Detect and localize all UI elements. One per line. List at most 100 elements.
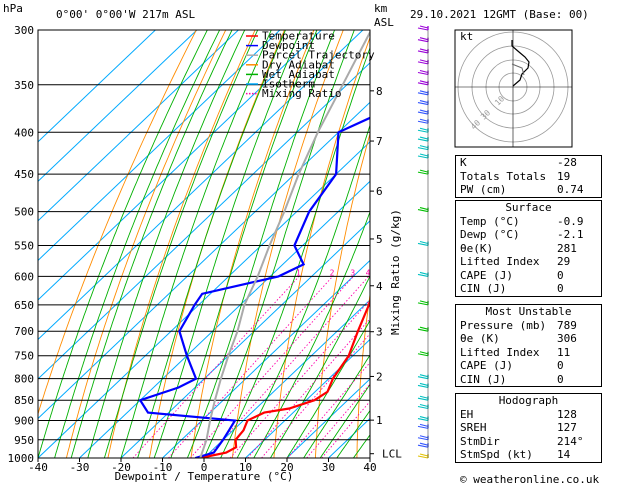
row-value: 0: [557, 268, 564, 282]
pressure-tick-label: 300: [14, 24, 34, 37]
table-row: CIN (J) 0: [456, 373, 601, 387]
table-row: EH 128: [456, 408, 601, 422]
legend-label: Dewpoint: [262, 39, 315, 52]
table-row: K -28: [456, 156, 601, 170]
wind-barb-flag: [419, 300, 429, 304]
legend-label: Temperature: [262, 30, 335, 43]
wind-barb-flag: [419, 145, 429, 149]
pressure-tick-label: 450: [14, 168, 34, 181]
dewpoint-line: [138, 116, 370, 458]
row-value: 789: [557, 318, 577, 332]
km-tick-label: 6: [376, 185, 383, 198]
row-label: θe (K): [460, 332, 500, 345]
pressure-tick-label: 900: [14, 415, 34, 428]
mixing-ratio-label: 15: [442, 268, 452, 277]
wind-barb-flag: [419, 395, 429, 399]
wind-barb-flag: [417, 50, 429, 54]
parcel-trajectory-line: [199, 30, 370, 458]
pressure-tick-label: 650: [14, 299, 34, 312]
legend-label: Mixing Ratio: [262, 87, 341, 100]
pressure-tick-label: 600: [14, 270, 34, 283]
wind-barb-flag: [417, 138, 429, 142]
row-label: Dewp (°C): [460, 228, 520, 241]
isotherm-line: [38, 30, 239, 222]
wind-barb-flag: [417, 147, 429, 151]
x-tick-label: -30: [70, 461, 90, 474]
row-label: PW (cm): [460, 183, 507, 196]
pressure-tick-label: 850: [14, 394, 34, 407]
table-row: PW (cm) 0.74: [456, 183, 601, 197]
wind-barb-flag: [417, 444, 429, 448]
isotherm-line: [38, 30, 281, 262]
row-value: 11: [557, 345, 571, 359]
most-unstable-title: Most Unstable: [485, 305, 572, 318]
wind-barb-flag: [417, 302, 429, 306]
surface-title: Surface: [505, 201, 552, 214]
wind-barb-flag: [419, 109, 429, 113]
wet-adiabat-line: [336, 409, 370, 458]
mixing-ratio-label: 3: [350, 268, 355, 277]
wind-barb-flag: [417, 328, 429, 332]
row-label: Lifted Index: [460, 255, 540, 268]
footer-credit: © weatheronline.co.uk: [460, 473, 599, 486]
row-label: StmSpd (kt): [460, 448, 533, 461]
mixing-ratio-label: 2: [330, 268, 335, 277]
x-tick-label: 10: [239, 461, 252, 474]
wind-barb-flag: [419, 136, 429, 140]
mixing-ratio-label: 4: [366, 268, 371, 277]
wind-barb-flag: [419, 118, 429, 122]
km-tick-label: 5: [376, 233, 383, 246]
mixing-ratio-line: [190, 276, 354, 458]
row-label: Pressure (mb): [460, 318, 547, 332]
wind-barb-flag: [417, 425, 429, 429]
wind-barb-flag: [417, 273, 429, 277]
isotherm-line: [38, 62, 370, 380]
row-label: Temp (°C): [460, 214, 520, 228]
row-label: Lifted Index: [460, 345, 540, 359]
x-tick-label: -20: [111, 461, 131, 474]
wind-barb-flag: [419, 403, 429, 408]
wind-barb-flag: [417, 353, 429, 357]
row-value: 0: [557, 372, 564, 386]
wet-adiabat-line: [70, 30, 233, 458]
row-value: 128: [557, 407, 577, 421]
wind-barb-flag: [419, 169, 429, 173]
wind-barb-flag: [419, 271, 429, 275]
legend-label: Wet Adiabat: [262, 68, 335, 81]
table-row: Lifted Index 11: [456, 346, 601, 360]
wind-barb-flag: [417, 376, 429, 380]
row-label: SREH: [460, 421, 487, 434]
hodograph-table-panel: Hodograph EH 128 SREH 127 StmDir 214° StmSpd (…: [455, 393, 602, 463]
dry-adiabat-line: [398, 30, 461, 458]
mixing-ratio-line: [247, 318, 370, 458]
wind-barb-flag: [417, 384, 429, 388]
wind-barb-flag: [419, 127, 429, 131]
table-row: SREH 127: [456, 421, 601, 435]
wind-barb-flag: [417, 39, 429, 43]
wind-barb-flag: [419, 100, 429, 104]
x-axis-title: Dewpoint / Temperature (°C): [115, 470, 294, 483]
table-row: CAPE (J) 0: [456, 359, 601, 373]
legend-label: Parcel Trajectory: [262, 49, 375, 62]
wind-barb-flag: [417, 455, 429, 459]
row-value: 19: [557, 169, 571, 183]
wet-adiabat-line: [286, 319, 370, 458]
x-tick-label: 20: [280, 461, 293, 474]
x-tick-label: 40: [363, 461, 376, 474]
wind-barb-flag: [419, 25, 429, 29]
mixing-ratio-line: [321, 400, 370, 458]
mixing-ratio-axis-title: Mixing Ratio (g/kg): [389, 209, 402, 335]
wind-barb-flag: [419, 48, 429, 52]
hodograph-trace: [511, 40, 530, 87]
table-row: StmDir 214°: [456, 435, 601, 449]
wet-adiabat-line: [319, 383, 370, 458]
x-tick-label: -40: [28, 461, 48, 474]
pressure-tick-label: 350: [14, 79, 34, 92]
pressure-tick-label: 1000: [8, 452, 35, 465]
wind-barb-flag: [417, 27, 429, 31]
km-tick-label: 4: [376, 280, 383, 293]
wind-barb-flag: [419, 416, 429, 420]
row-value: 306: [557, 332, 577, 345]
wind-barbs: [417, 25, 429, 459]
km-unit-label: km: [374, 2, 388, 15]
